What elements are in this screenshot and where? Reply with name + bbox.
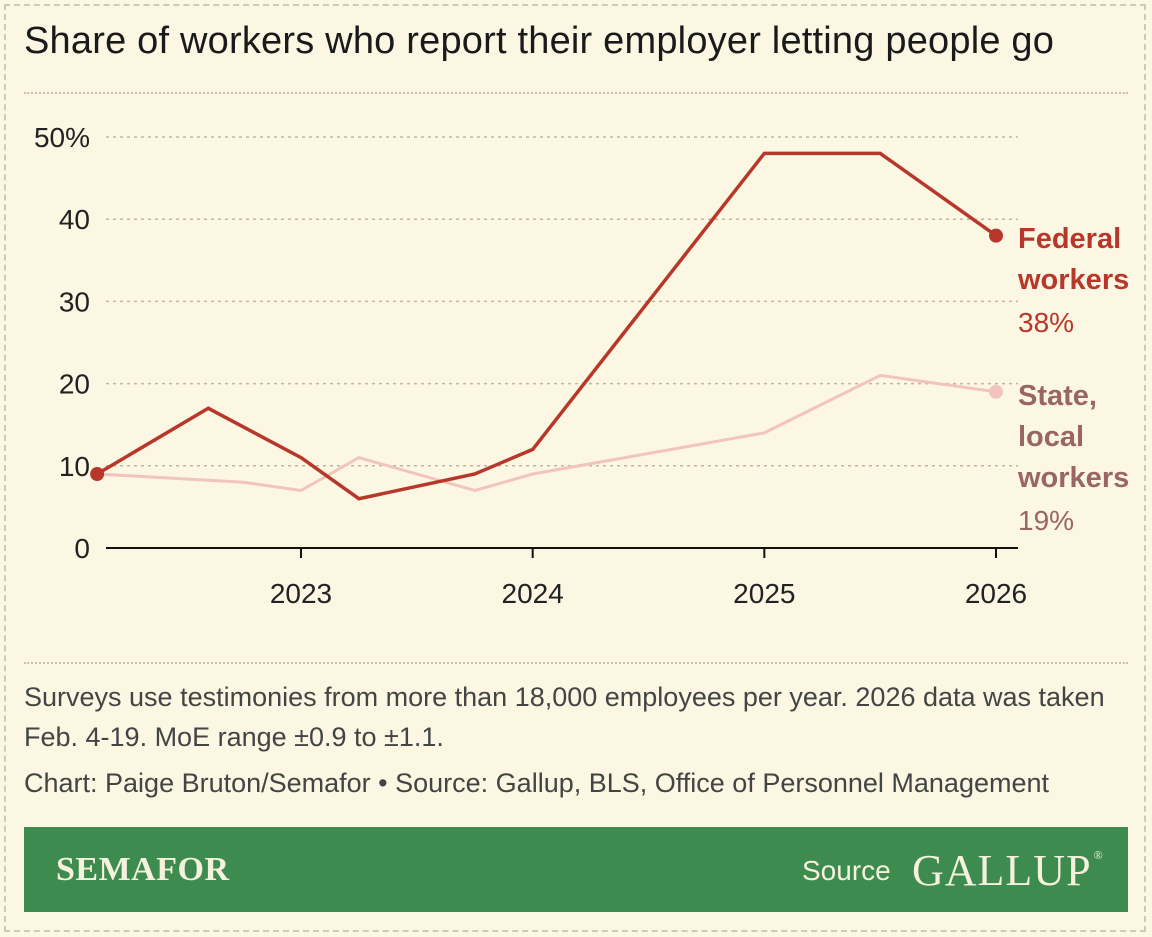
federal-end-value: 38% (1018, 307, 1074, 338)
state-local-series-label: workers (1017, 462, 1129, 494)
registered-mark: ® (1093, 848, 1104, 862)
x-tick-label: 2023 (270, 578, 332, 609)
gallup-logo[interactable]: GALLUP ® (912, 845, 1104, 896)
state-local-series-label: State, (1018, 380, 1097, 412)
series-start-marker (90, 467, 105, 482)
y-tick-label: 0 (74, 533, 90, 564)
series-end-marker (989, 228, 1003, 243)
series-line-state-local (97, 373, 997, 493)
chart-frame (4, 4, 1146, 932)
chart-credit: Chart: Paige Bruton/Semafor • Source: Ga… (24, 768, 1049, 798)
y-tick-label: 50% (34, 122, 90, 153)
x-tick-label: 2025 (733, 578, 795, 609)
y-tick-label: 30 (59, 286, 90, 317)
y-tick-label: 40 (59, 204, 90, 235)
gallup-wordmark: GALLUP (912, 846, 1092, 895)
state-local-end-value: 19% (1018, 505, 1074, 536)
footer-bar: SEMAFOR Source GALLUP ® (24, 827, 1128, 912)
series-line-federal (96, 151, 998, 501)
source-label: Source (802, 855, 891, 886)
chart-note: Surveys use testimonies from more than 1… (24, 682, 1105, 752)
federal-series-label: Federal (1018, 223, 1121, 255)
y-tick-label: 10 (59, 451, 90, 482)
x-tick-label: 2026 (965, 578, 1027, 609)
state-local-series-label: local (1018, 421, 1084, 453)
series-end-marker (989, 384, 1003, 399)
chart-title: Share of workers who report their employ… (24, 20, 1055, 62)
line-chart: 0 10 20 30 40 50% 2023 2024 2025 2026 Federal work… (34, 122, 1129, 609)
federal-series-label: workers (1017, 264, 1129, 296)
title-divider (24, 92, 1128, 94)
y-tick-label: 20 (59, 369, 90, 400)
semafor-logo[interactable]: SEMAFOR (56, 851, 230, 888)
x-tick-label: 2024 (502, 578, 564, 609)
notes-divider (24, 662, 1128, 664)
